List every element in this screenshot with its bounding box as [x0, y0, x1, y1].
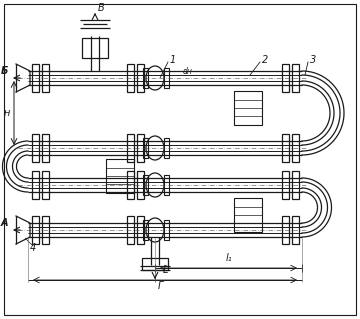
Bar: [41, 171, 49, 199]
Bar: [164, 138, 169, 158]
Bar: [234, 91, 262, 125]
Bar: [282, 64, 288, 92]
Bar: [292, 216, 298, 244]
Bar: [282, 134, 288, 162]
Bar: [41, 134, 49, 162]
Bar: [292, 171, 298, 199]
Bar: [41, 64, 49, 92]
Text: l₁: l₁: [225, 253, 232, 263]
Bar: [136, 64, 144, 92]
Text: 4: 4: [30, 243, 36, 253]
Text: 3: 3: [310, 55, 316, 65]
Bar: [142, 258, 168, 270]
Text: А: А: [0, 218, 8, 228]
Bar: [292, 64, 298, 92]
Bar: [136, 134, 144, 162]
Bar: [164, 68, 169, 88]
Text: L: L: [162, 265, 168, 275]
Bar: [82, 38, 108, 58]
Bar: [164, 220, 169, 240]
Bar: [32, 64, 39, 92]
Bar: [136, 216, 144, 244]
Bar: [32, 171, 39, 199]
Text: 2: 2: [262, 55, 268, 65]
Bar: [282, 171, 288, 199]
Text: В: В: [98, 3, 105, 13]
Bar: [41, 216, 49, 244]
Bar: [234, 198, 262, 232]
Bar: [292, 134, 298, 162]
Bar: [106, 159, 134, 193]
Bar: [143, 138, 148, 158]
Text: Г: Г: [158, 281, 163, 291]
Text: н: н: [4, 108, 10, 118]
Bar: [143, 220, 148, 240]
Bar: [126, 134, 134, 162]
Bar: [126, 216, 134, 244]
Text: 1: 1: [170, 55, 176, 65]
Bar: [136, 171, 144, 199]
Bar: [164, 175, 169, 195]
Bar: [126, 64, 134, 92]
Bar: [32, 134, 39, 162]
Bar: [282, 216, 288, 244]
Bar: [126, 171, 134, 199]
Bar: [32, 216, 39, 244]
Bar: [143, 68, 148, 88]
Bar: [143, 175, 148, 195]
Text: Б: Б: [1, 66, 8, 76]
Text: dн: dн: [183, 68, 193, 77]
